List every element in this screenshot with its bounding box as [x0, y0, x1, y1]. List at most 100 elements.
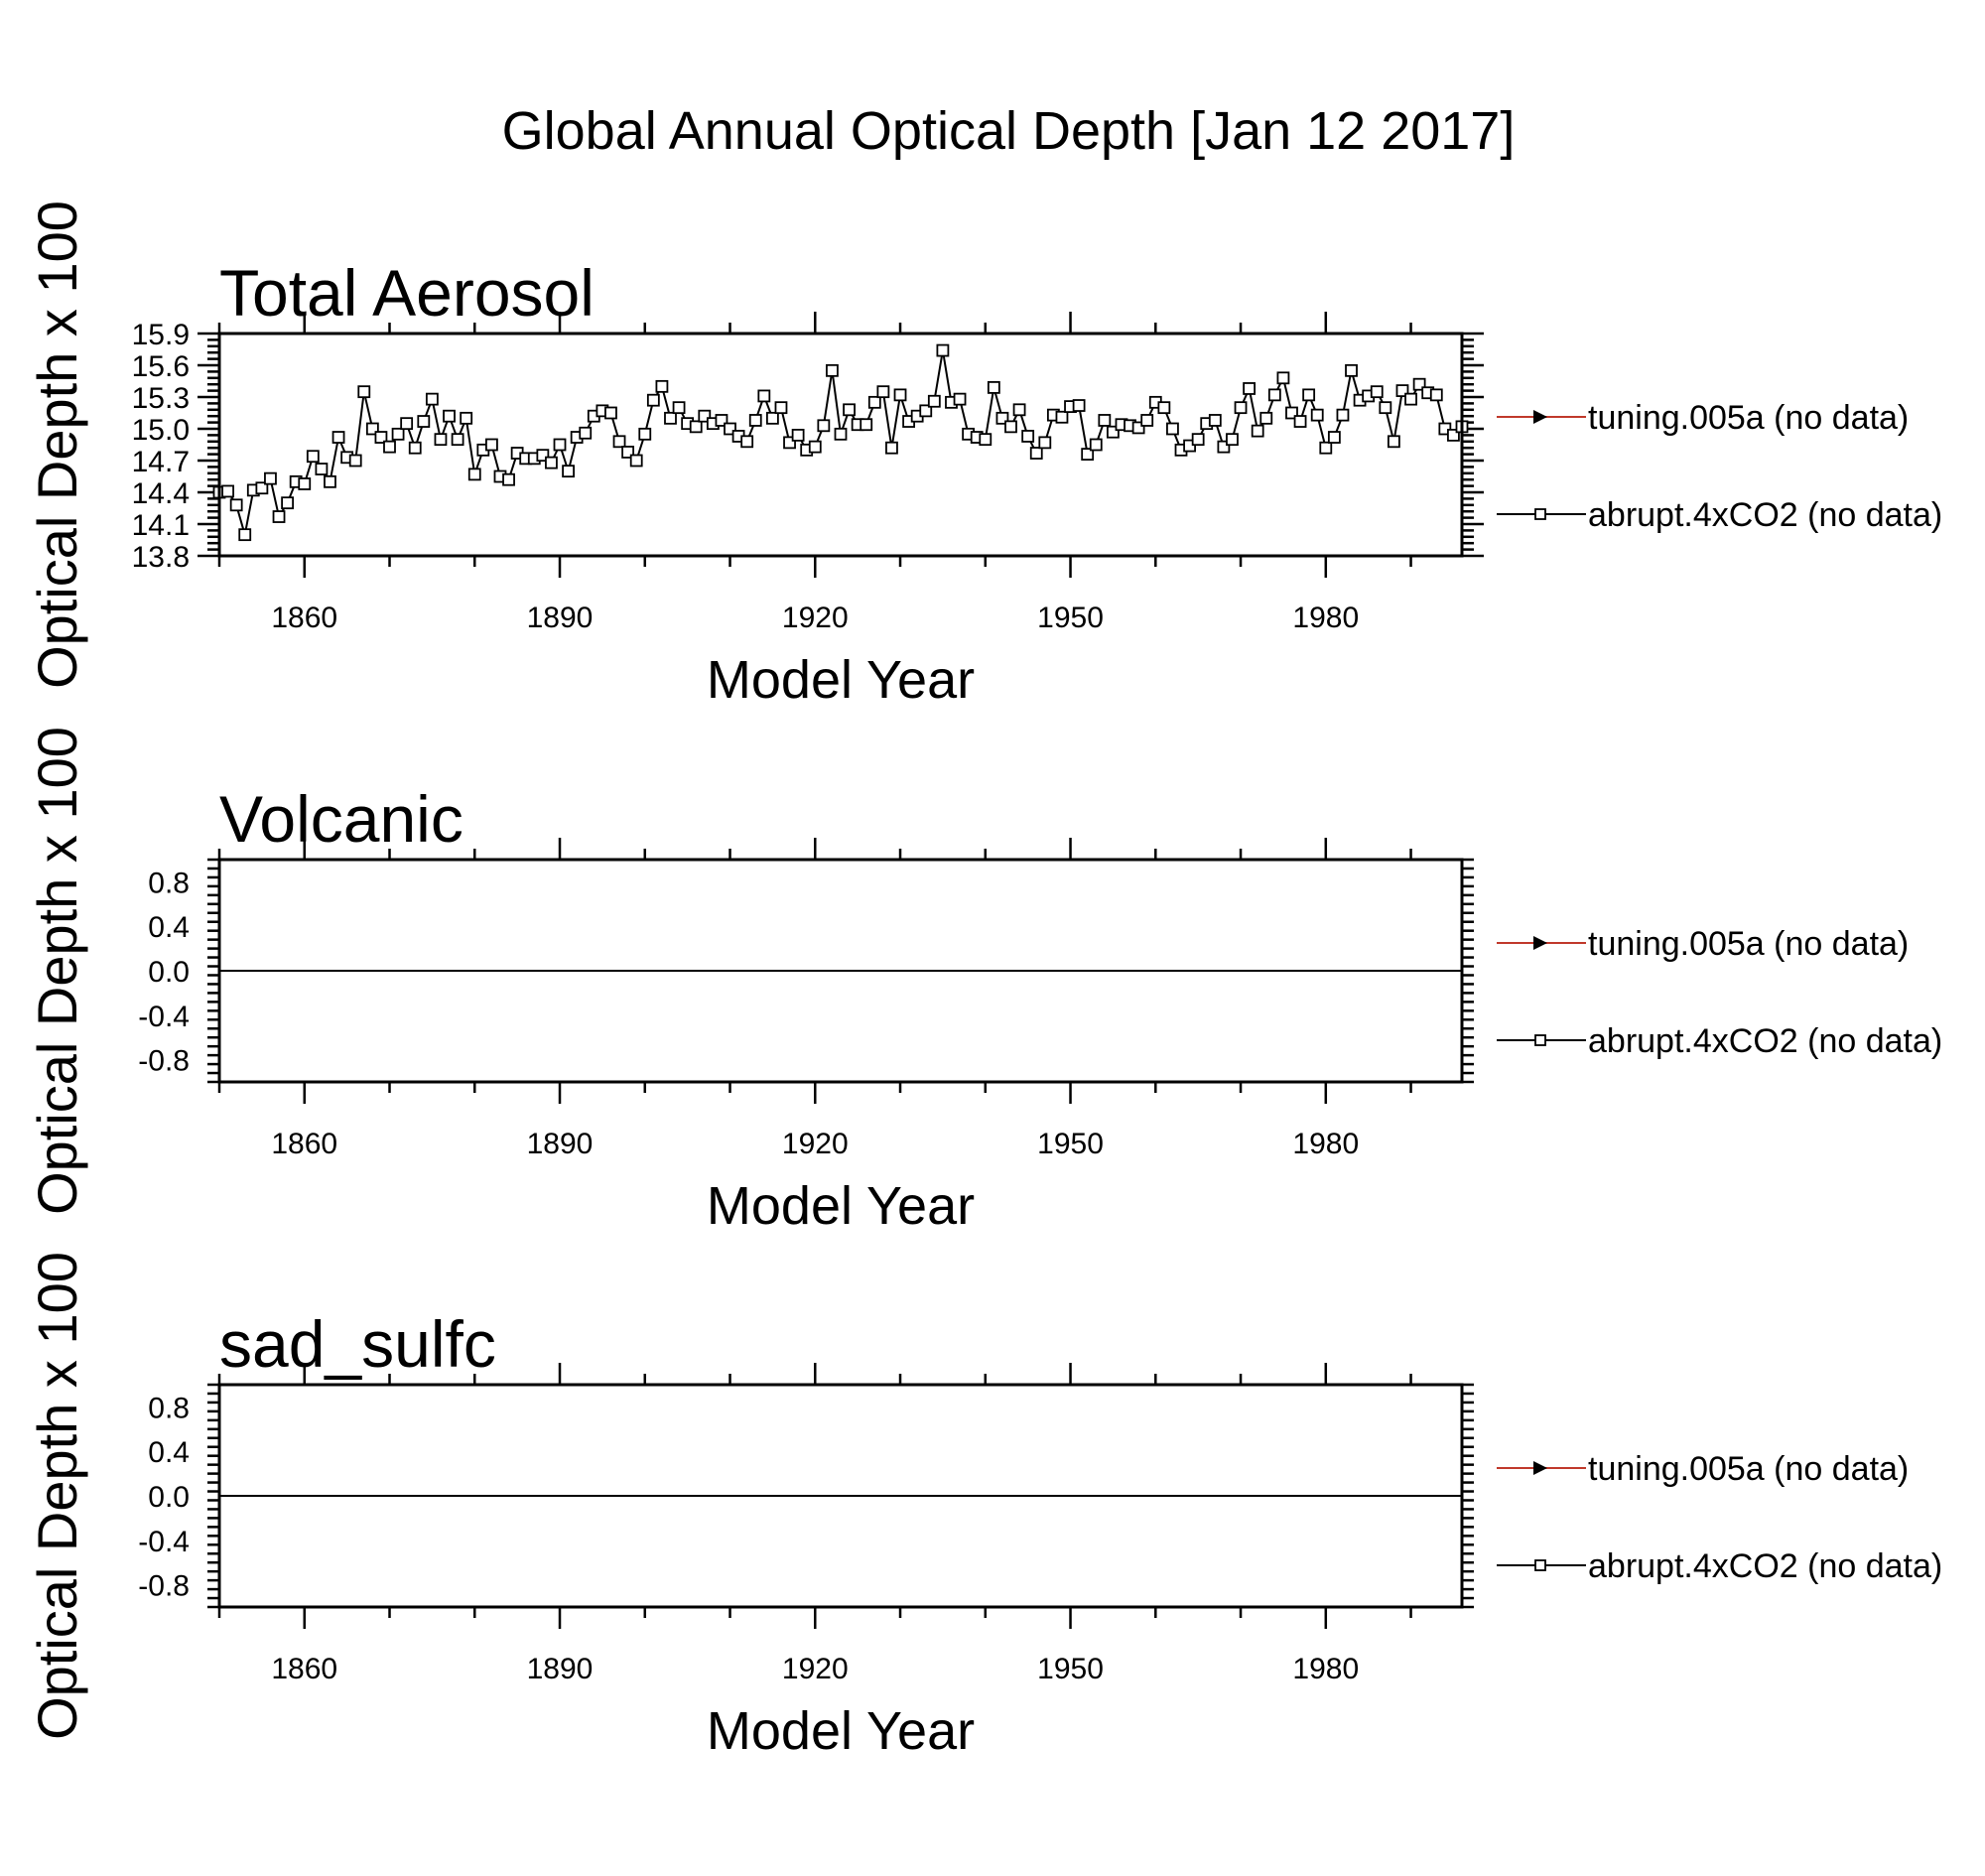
data-point-marker [919, 404, 933, 418]
data-point-marker [451, 433, 464, 447]
plot-frame [217, 858, 1464, 1084]
data-point-marker [860, 418, 873, 432]
data-point-marker [400, 417, 414, 431]
data-point-marker [365, 422, 379, 436]
legend-label: tuning.005a (no data) [1588, 1450, 1909, 1488]
y-tick-label: 14.7 [132, 446, 190, 478]
data-point-marker [638, 427, 652, 441]
y-tick-label: 0.0 [148, 1481, 190, 1514]
data-point-marker [817, 419, 831, 433]
legend-label: tuning.005a (no data) [1588, 399, 1909, 437]
data-point-marker [579, 426, 593, 440]
plot-frame [217, 1383, 1464, 1609]
data-point-marker [1293, 415, 1307, 428]
y-tick-label: -0.8 [138, 1570, 190, 1603]
y-axis-label: Optical Depth x 100 [26, 727, 88, 1215]
x-tick-label: 1950 [1037, 1128, 1104, 1160]
data-point-marker [698, 409, 712, 423]
legend-triangle-marker [1533, 410, 1547, 424]
data-point-marker [1429, 388, 1443, 402]
data-point-marker [383, 440, 396, 454]
data-point-marker [443, 409, 456, 423]
data-point-marker [1131, 421, 1145, 435]
y-tick-label: 0.8 [148, 1392, 190, 1424]
data-point-marker [1243, 382, 1257, 395]
data-point-marker [876, 385, 890, 399]
data-point-marker [843, 403, 856, 417]
data-point-marker [324, 474, 336, 488]
y-tick-label: 14.1 [132, 509, 190, 542]
y-tick-label: -0.4 [138, 1526, 190, 1558]
data-point-marker [629, 454, 643, 468]
x-tick-label: 1980 [1292, 602, 1359, 634]
x-axis-label: Model Year [707, 1176, 975, 1236]
y-tick-label: 15.0 [132, 414, 190, 447]
data-point-marker [1327, 431, 1341, 444]
legend-item: tuning.005a (no data) [1497, 925, 1909, 963]
data-point-marker [1404, 392, 1417, 406]
data-point-marker [664, 411, 677, 425]
data-point-marker [646, 393, 660, 407]
y-tick-label: 0.0 [148, 956, 190, 989]
data-point-marker [460, 411, 473, 425]
data-point-marker [357, 385, 371, 399]
data-point-marker [1012, 403, 1026, 417]
data-point-marker [391, 427, 405, 441]
data-point-marker [1183, 439, 1196, 453]
legend-item: abrupt.4xCO2 (no data) [1497, 1022, 1942, 1060]
x-axis-label: Model Year [707, 1701, 975, 1761]
data-point-marker [1107, 425, 1120, 439]
data-point-marker [374, 431, 388, 444]
data-point-marker [783, 436, 796, 450]
data-point-marker [1285, 406, 1298, 420]
data-point-marker [255, 481, 269, 495]
data-point-marker [1055, 410, 1069, 424]
x-tick-label: 1920 [782, 602, 849, 634]
data-point-marker [264, 471, 277, 485]
data-point-marker [604, 406, 617, 420]
figure-title: Global Annual Optical Depth [Jan 12 2017… [502, 101, 1516, 161]
data-point-marker [536, 449, 550, 463]
x-tick-label: 1950 [1037, 1653, 1104, 1685]
data-point-marker [298, 477, 312, 490]
data-point-marker [979, 433, 992, 447]
x-tick-label: 1920 [782, 1653, 849, 1685]
y-axis-label: Optical Depth x 100 [26, 1252, 88, 1740]
data-point-marker [1191, 433, 1205, 447]
x-tick-label: 1980 [1292, 1653, 1359, 1685]
data-point-marker [791, 428, 805, 442]
x-tick-label: 1980 [1292, 1128, 1359, 1160]
data-point-marker [238, 528, 252, 542]
data-point-marker [1412, 377, 1426, 391]
data-point-marker [1395, 384, 1409, 398]
data-point-marker [936, 343, 950, 357]
y-tick-label: 15.6 [132, 350, 190, 383]
legend-triangle-marker [1533, 1461, 1547, 1475]
legend-label: abrupt.4xCO2 (no data) [1588, 1022, 1942, 1060]
chart-panel-2: Volcanic Optical Depth x 100 Model Year 186… [26, 727, 1942, 1236]
legend-triangle-marker [1533, 936, 1547, 950]
x-tick-label: 1890 [527, 1653, 594, 1685]
data-point-marker [315, 463, 329, 475]
data-point-marker [1081, 448, 1095, 462]
data-point-marker [425, 392, 439, 406]
data-point-marker [467, 468, 481, 481]
data-point-marker [408, 441, 422, 455]
data-point-marker [1319, 441, 1333, 455]
legend-item: abrupt.4xCO2 (no data) [1497, 1547, 1942, 1585]
data-point-marker [995, 411, 1009, 425]
legend-square-marker [1534, 508, 1546, 520]
plot-frame [217, 332, 1464, 558]
data-point-marker [348, 454, 362, 468]
data-point-marker [834, 427, 848, 441]
data-point-marker [1140, 414, 1154, 427]
data-point-marker [1098, 414, 1112, 427]
legend-square-marker [1534, 1559, 1546, 1571]
data-point-marker [1267, 388, 1281, 402]
data-point-marker [1259, 411, 1273, 425]
y-axis-label: Optical Depth x 100 [26, 201, 88, 689]
data-point-marker [748, 414, 762, 427]
x-tick-label: 1860 [271, 1128, 337, 1160]
data-point-marker [1004, 420, 1017, 434]
data-point-marker [306, 450, 320, 464]
